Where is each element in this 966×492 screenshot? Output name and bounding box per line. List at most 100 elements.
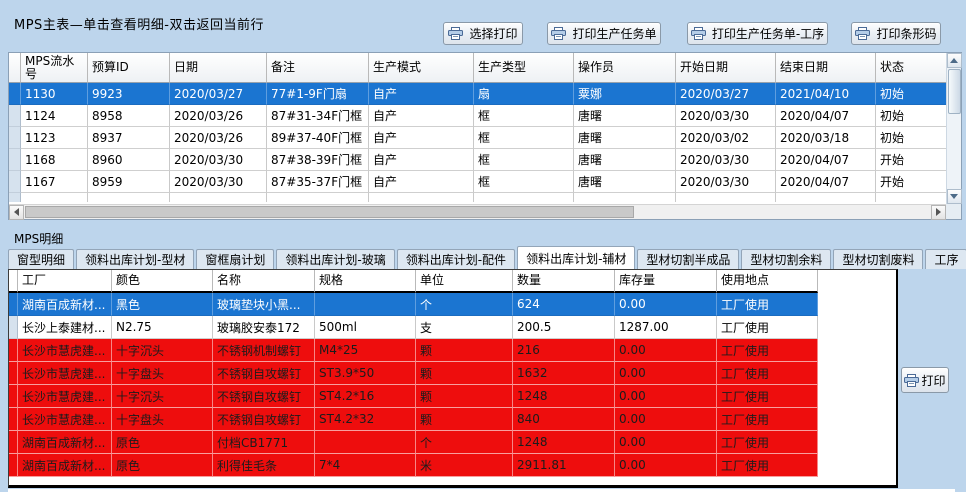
table-cell: ST3.9*50: [315, 362, 416, 385]
column-header[interactable]: 颜色: [112, 270, 213, 293]
column-header[interactable]: 生产类型: [474, 53, 574, 83]
table-cell: 2020/03/02: [676, 127, 776, 149]
scroll-left-icon[interactable]: [9, 204, 24, 220]
column-header[interactable]: 名称: [213, 270, 315, 293]
table-cell: 十字沉头: [112, 385, 213, 408]
table-row[interactable]: 1130 9923 2020/03/27 77#1-9F门扇 自产扇粟娜 2020/03/…: [9, 83, 948, 105]
table-cell: 长沙上泰建材...: [18, 316, 112, 339]
table-cell: 个: [416, 431, 513, 454]
row-indicator: [9, 193, 21, 202]
horizontal-scrollbar-thumb[interactable]: [25, 206, 635, 218]
table-cell: 颗: [416, 362, 513, 385]
column-header[interactable]: 预算ID: [88, 53, 170, 83]
table-cell: 工厂使用: [717, 362, 818, 385]
table-cell: 8959: [88, 171, 170, 193]
column-header[interactable]: 日期: [170, 53, 267, 83]
column-header[interactable]: 数量: [513, 270, 615, 293]
print-button-label: 打印: [921, 373, 946, 388]
detail-tab[interactable]: 领料出库计划-辅材: [517, 246, 636, 269]
table-row[interactable]: 湖南百成新材... 黑色 玻璃垫块小黑... 个 624 0.00 工厂使用: [9, 293, 818, 316]
table-cell: 颗: [416, 339, 513, 362]
table-cell: 2020/03/27: [676, 83, 776, 105]
table-cell: 长沙市慧虎建...: [18, 408, 112, 431]
table-cell: [574, 193, 676, 202]
column-header[interactable]: 操作员: [574, 53, 676, 83]
master-vertical-scrollbar[interactable]: [946, 53, 962, 204]
table-cell: [315, 293, 416, 316]
table-row[interactable]: 湖南百成新材... 原色 利得佳毛条 7*4 米 2911.81 0.00 工厂使用: [9, 454, 818, 477]
detail-tab[interactable]: 领料出库计划-玻璃: [276, 249, 395, 269]
row-indicator-header: [9, 270, 18, 293]
table-cell: 十字盘头: [112, 408, 213, 431]
vertical-scrollbar-thumb[interactable]: [947, 69, 961, 114]
scroll-up-icon[interactable]: [946, 53, 962, 68]
table-cell: [369, 193, 474, 202]
detail-tab[interactable]: 工序: [925, 249, 966, 269]
table-cell: 1287.00: [615, 316, 717, 339]
table-cell: [776, 193, 876, 202]
table-cell: 2020/03/18: [776, 127, 876, 149]
table-row[interactable]: 长沙市慧虎建... 十字沉头 不锈钢机制螺钉 M4*25 颗 216 0.00 工厂使用: [9, 339, 818, 362]
detail-tab[interactable]: 领料出库计划-型材: [76, 249, 195, 269]
column-header[interactable]: 库存量: [615, 270, 717, 293]
table-row[interactable]: 1124 8958 2020/03/26 87#31-34F门框 自产框唐曙 2020/0…: [9, 105, 948, 127]
table-row[interactable]: 长沙市慧虎建... 十字沉头 不锈钢自攻螺钉 ST4.2*16 颗 1248 0.00 工厂使…: [9, 385, 818, 408]
table-row[interactable]: 长沙市慧虎建... 十字盘头 不锈钢自攻螺钉 ST3.9*50 颗 1632 0.00 工厂使…: [9, 362, 818, 385]
column-header[interactable]: 规格: [315, 270, 416, 293]
column-header[interactable]: 结束日期: [776, 53, 876, 83]
table-cell: 开始: [876, 171, 948, 193]
table-cell: 87#31-34F门框: [267, 105, 369, 127]
table-cell: 89#37-40F门框: [267, 127, 369, 149]
column-header[interactable]: 生产模式: [369, 53, 474, 83]
table-cell: 7*4: [315, 454, 416, 477]
row-indicator-header: [9, 53, 21, 83]
column-header[interactable]: 工厂: [18, 270, 112, 293]
print-barcode-button[interactable]: 打印条形码: [851, 22, 941, 45]
detail-print-button[interactable]: 打印: [901, 367, 949, 393]
table-cell: 不锈钢机制螺钉: [213, 339, 315, 362]
table-row[interactable]: 长沙上泰建材... N2.75 玻璃胶安泰172 500ml 支 200.5 1287.00…: [9, 316, 818, 339]
detail-tab[interactable]: 窗型明细: [8, 249, 75, 269]
detail-header-row: 工厂 颜色 名称 规格 单位 数量 库存量 使用地点: [9, 270, 818, 293]
print-production-task-process-button[interactable]: 打印生产任务单-工序: [687, 22, 828, 45]
table-cell: 0.00: [615, 431, 717, 454]
column-header[interactable]: 状态: [876, 53, 948, 83]
table-cell: 2020/03/30: [170, 171, 267, 193]
table-cell: 工厂使用: [717, 431, 818, 454]
table-cell: M4*25: [315, 339, 416, 362]
master-horizontal-scrollbar[interactable]: [9, 204, 946, 220]
table-cell: 2020/03/30: [676, 171, 776, 193]
table-row[interactable]: 1167 8959 2020/03/30 87#35-37F门框 自产框唐曙 2020/0…: [9, 171, 948, 193]
scroll-down-icon[interactable]: [946, 189, 962, 204]
column-header[interactable]: 备注: [267, 53, 369, 83]
select-print-button[interactable]: 选择打印: [443, 22, 523, 45]
table-row[interactable]: 1123 8937 2020/03/26 89#37-40F门框 自产框唐曙 2020/0…: [9, 127, 948, 149]
table-cell: N2.75: [112, 316, 213, 339]
table-cell: 1123: [21, 127, 88, 149]
table-row[interactable]: 湖南百成新材... 原色 付档CB1771 个 1248 0.00 工厂使用: [9, 431, 818, 454]
column-header[interactable]: 使用地点: [717, 270, 818, 293]
detail-tab[interactable]: 型材切割半成品: [637, 249, 740, 269]
detail-tab[interactable]: 型材切割余料: [741, 249, 832, 269]
master-header-row: MPS流水号 预算ID 日期 备注 生产模式 生产类型 操作员 开始日期 结束日期 状态: [9, 53, 948, 83]
table-cell: 颗: [416, 408, 513, 431]
table-cell: 长沙市慧虎建...: [18, 339, 112, 362]
column-header[interactable]: 开始日期: [676, 53, 776, 83]
table-cell: [876, 193, 948, 202]
table-row[interactable]: 长沙市慧虎建... 十字盘头 不锈钢自攻螺钉 ST4.2*32 颗 840 0.00 工厂使用: [9, 408, 818, 431]
table-cell: 唐曙: [574, 105, 676, 127]
detail-tab[interactable]: 领料出库计划-配件: [396, 249, 516, 269]
table-cell: 唐曙: [574, 149, 676, 171]
table-cell: 框: [474, 105, 574, 127]
detail-tab[interactable]: 窗框扇计划: [196, 249, 275, 269]
column-header[interactable]: 单位: [416, 270, 513, 293]
table-cell: 黑色: [112, 293, 213, 316]
table-row[interactable]: 1168 8960 2020/03/30 87#38-39F门框 自产框唐曙 2020/0…: [9, 149, 948, 171]
table-cell: 8960: [88, 149, 170, 171]
scroll-right-icon[interactable]: [931, 204, 946, 220]
column-header[interactable]: MPS流水号: [21, 53, 88, 83]
detail-tab[interactable]: 型材切割废料: [833, 249, 924, 269]
print-production-task-button[interactable]: 打印生产任务单: [547, 22, 661, 45]
table-cell: 开始: [876, 149, 948, 171]
table-cell: 粟娜: [574, 83, 676, 105]
